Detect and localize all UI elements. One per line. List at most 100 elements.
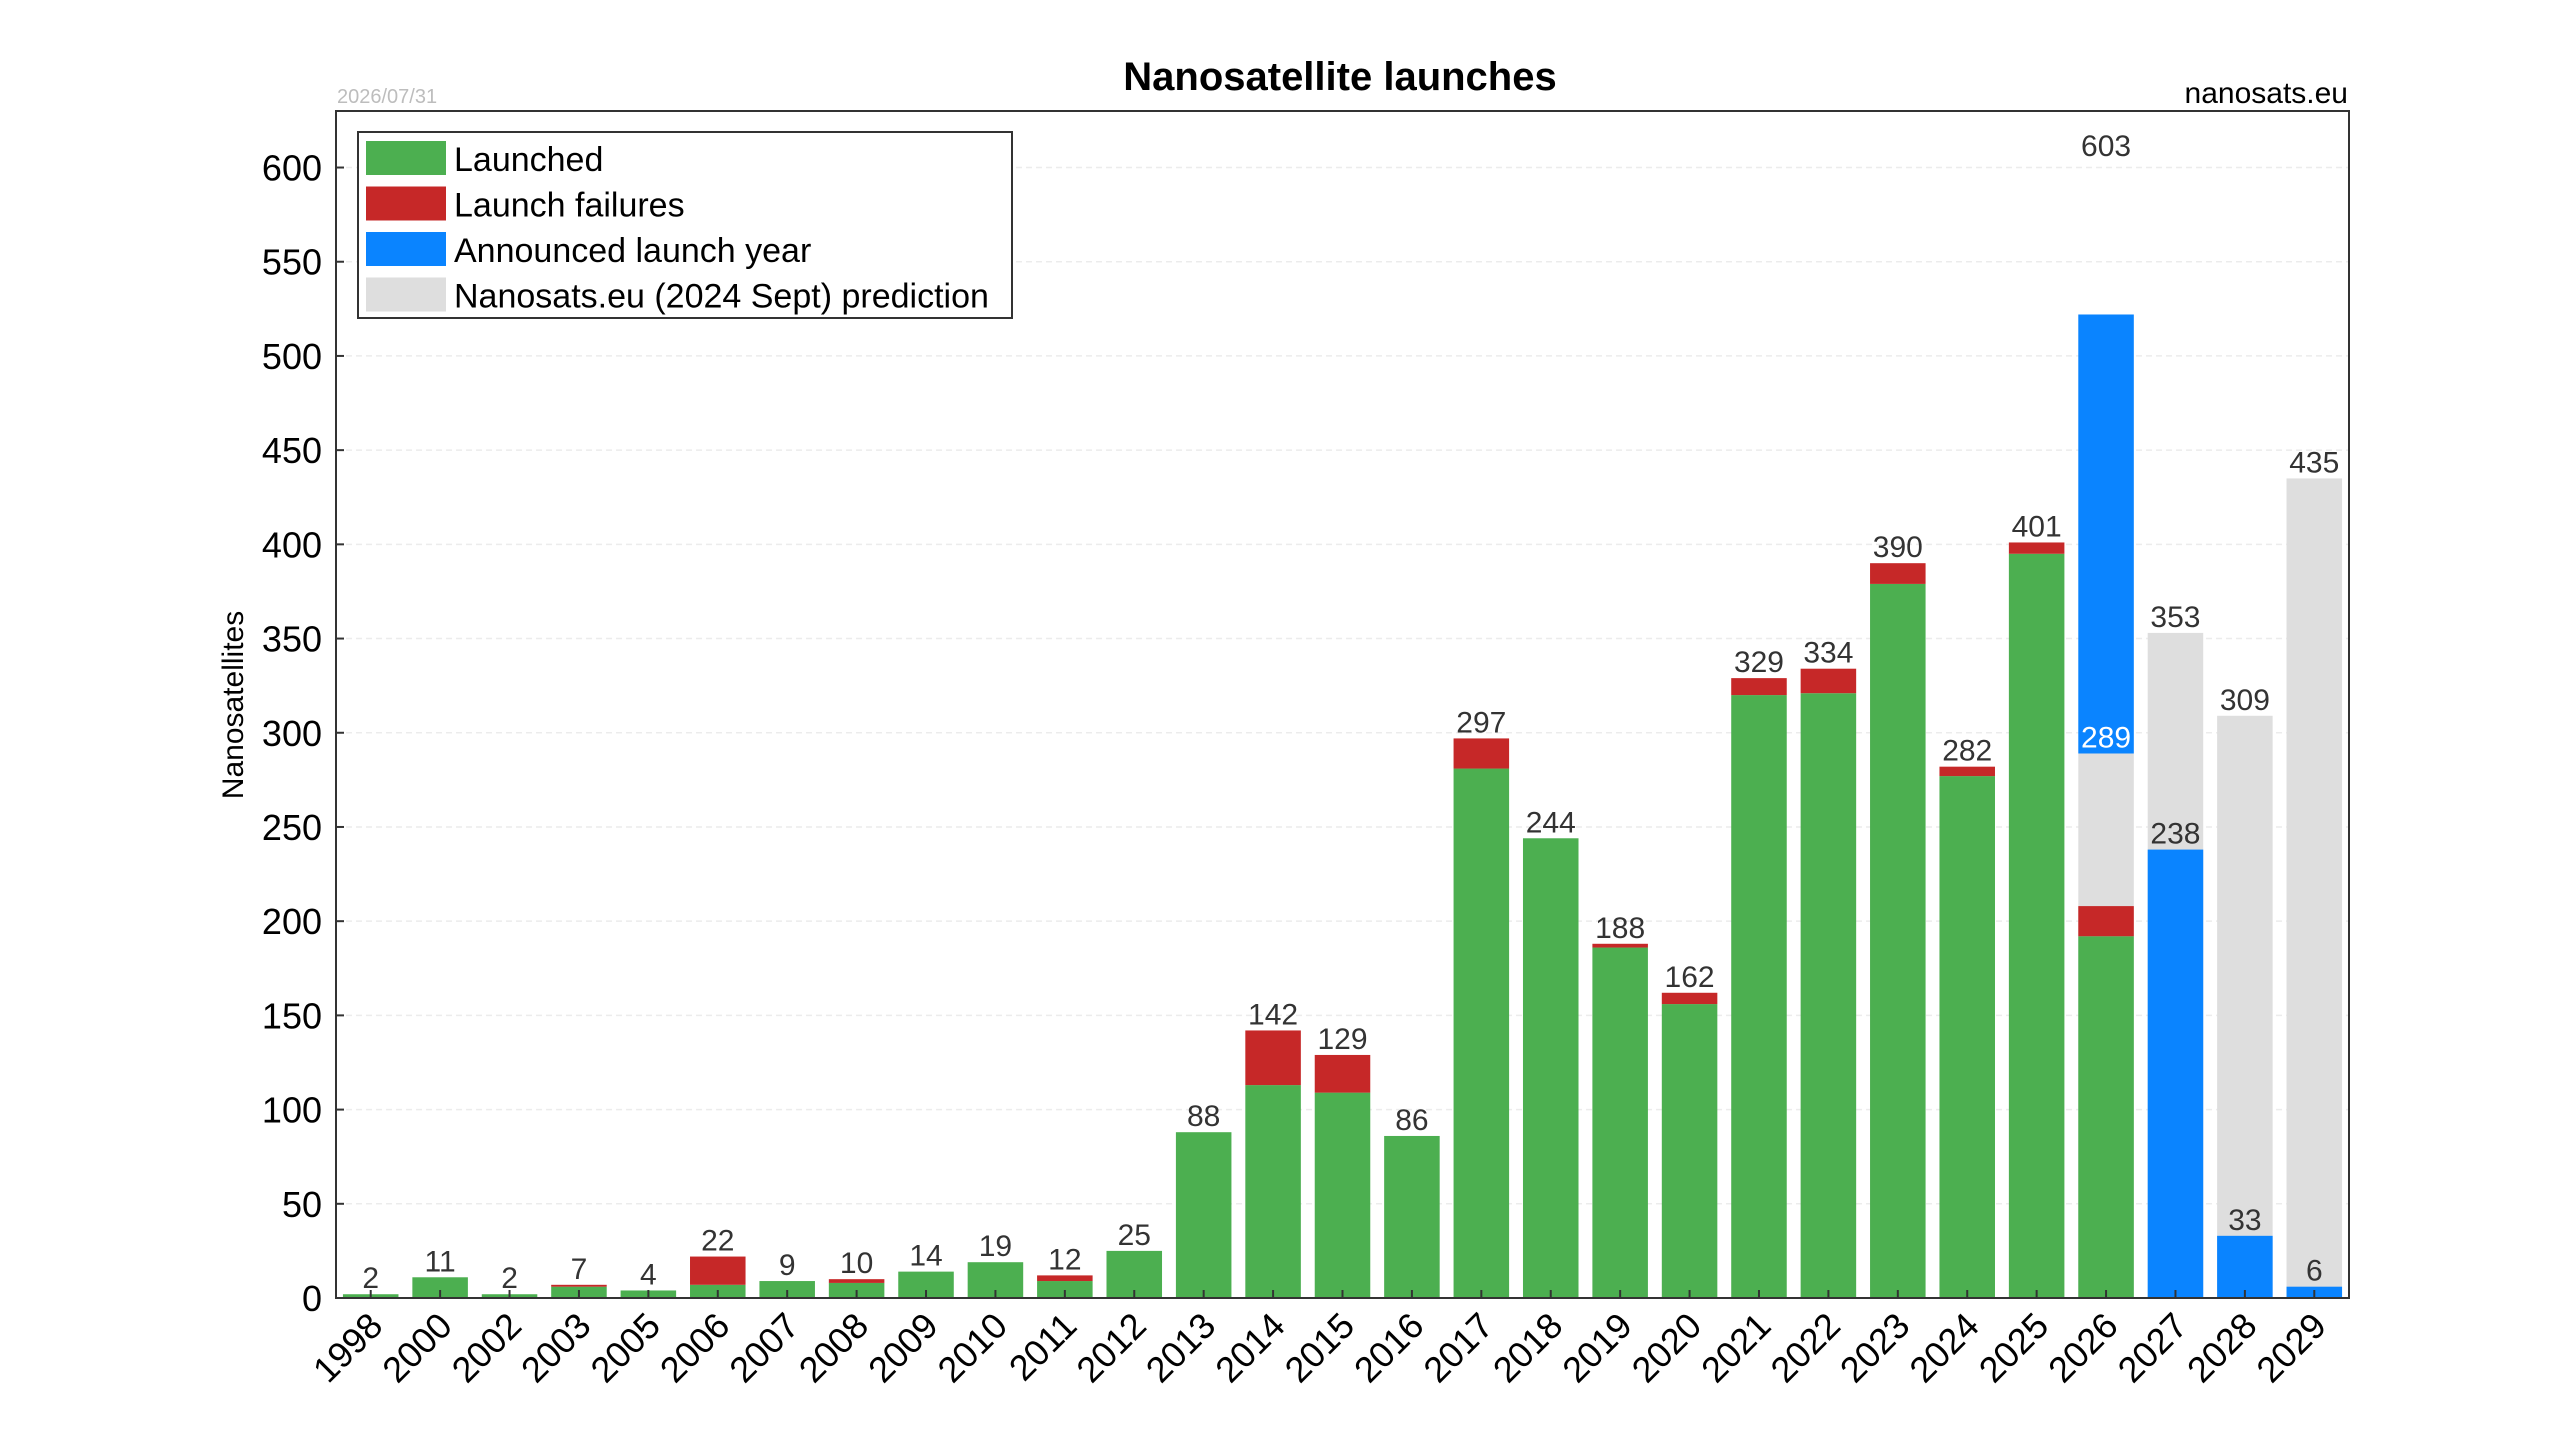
- data-label-2008-10: 10: [840, 1247, 873, 1280]
- data-label-2020-162: 162: [1665, 961, 1715, 994]
- y-tick-label-0: 0: [302, 1278, 322, 1319]
- data-label-2009-14: 14: [909, 1240, 942, 1273]
- bar-failures-2026: [2078, 906, 2134, 937]
- bar-failures-2020: [1661, 992, 1718, 1005]
- data-label-2000-11: 11: [425, 1245, 456, 1278]
- y-tick-label-500: 500: [262, 336, 322, 377]
- bar-launched-2013: [1175, 1132, 1232, 1298]
- data-label-2011-12: 12: [1048, 1243, 1081, 1276]
- data-label-1998-2: 2: [362, 1262, 379, 1295]
- bar-launched-2014: [1245, 1085, 1301, 1298]
- legend-label-0: Launched: [454, 141, 603, 179]
- legend: Launched Launch failures Announced launch …: [357, 131, 1013, 319]
- data-label-2022-334: 334: [1803, 637, 1853, 670]
- data-label-2021-329: 329: [1734, 646, 1784, 679]
- data-label-2019-188: 188: [1595, 912, 1645, 945]
- bar-prediction-2029: [2286, 478, 2343, 1298]
- bar-launched-2017: [1453, 768, 1510, 1298]
- bar-launched-2024: [1939, 776, 1995, 1298]
- data-label-2028-33: 33: [2228, 1204, 2261, 1237]
- y-tick-label-350: 350: [262, 619, 322, 660]
- legend-box: [357, 131, 1013, 319]
- bar-launched-2011: [1037, 1281, 1093, 1298]
- data-label-2029-6: 6: [2306, 1255, 2323, 1288]
- bar-launched-2023: [1870, 583, 1926, 1298]
- data-label-2016-86: 86: [1395, 1104, 1428, 1137]
- data-label-2026-289: 289: [2081, 721, 2131, 754]
- bar-failures-2003: [551, 1284, 607, 1287]
- data-label-2023-390: 390: [1873, 531, 1923, 564]
- y-tick-label-250: 250: [262, 807, 322, 848]
- y-tick-label-100: 100: [262, 1090, 322, 1131]
- data-label-2003-7: 7: [571, 1253, 588, 1286]
- legend-label-3: Nanosats.eu (2024 Sept) prediction: [454, 278, 989, 316]
- data-label-2012-25: 25: [1118, 1219, 1151, 1252]
- legend-swatch-1: [366, 186, 446, 221]
- y-tick-label-50: 50: [282, 1184, 322, 1225]
- data-label-2007-9: 9: [779, 1249, 796, 1282]
- legend-swatch-3: [366, 277, 446, 312]
- data-label-2029-435: 435: [2289, 446, 2339, 479]
- bar-failures-2019: [1592, 943, 1648, 948]
- y-tick-label-450: 450: [262, 430, 322, 471]
- data-label-2017-297: 297: [1456, 706, 1506, 739]
- bar-launched-2022: [1800, 693, 1857, 1298]
- bar-launched-2015: [1314, 1092, 1371, 1298]
- legend-swatch-2: [366, 232, 446, 266]
- bar-failures-2011: [1037, 1275, 1093, 1282]
- data-label-2010-19: 19: [979, 1230, 1012, 1263]
- bar-failures-2023: [1870, 563, 1926, 584]
- y-tick-label-200: 200: [262, 901, 322, 942]
- bar-failures-2025: [2008, 542, 2065, 554]
- data-label-2018-244: 244: [1526, 806, 1576, 839]
- data-label-2028-309: 309: [2220, 684, 2270, 717]
- bar-launched-2018: [1522, 838, 1579, 1298]
- data-label-2027-238: 238: [2150, 818, 2200, 851]
- bar-prediction-2028: [2217, 715, 2273, 1298]
- data-label-2013-88: 88: [1187, 1100, 1220, 1133]
- y-tick-label-300: 300: [262, 713, 322, 754]
- bar-failures-2015: [1314, 1054, 1371, 1093]
- bar-failures-2014: [1245, 1030, 1301, 1086]
- bar-launched-2021: [1731, 695, 1787, 1298]
- bar-announced-2027: [2147, 849, 2204, 1298]
- y-tick-label-150: 150: [262, 995, 322, 1036]
- bar-launched-2000: [412, 1277, 468, 1298]
- data-label-2006-22: 22: [701, 1225, 734, 1258]
- data-label-2015-129: 129: [1317, 1023, 1367, 1056]
- bars: [342, 314, 2343, 1298]
- legend-label-2: Announced launch year: [454, 232, 811, 270]
- bar-failures-2024: [1939, 766, 1995, 777]
- chart-title: Nanosatellite launches: [1123, 55, 1556, 99]
- source-label: nanosats.eu: [2185, 77, 2348, 110]
- data-label-2026-603: 603: [2081, 130, 2131, 163]
- bar-launched-2007: [759, 1281, 815, 1298]
- bar-failures-2017: [1453, 738, 1510, 769]
- bar-announced-2026: [2078, 314, 2134, 754]
- y-axis-ticks: 0 50 100 150 200 250 300 350 400 450 500 550 600: [262, 148, 344, 1319]
- y-tick-label-600: 600: [262, 148, 322, 189]
- bar-announced-2028: [2217, 1235, 2273, 1298]
- data-label-2024-282: 282: [1942, 735, 1992, 768]
- bar-failures-2008: [828, 1279, 885, 1283]
- data-label-2014-142: 142: [1248, 998, 1298, 1031]
- bar-launched-2019: [1592, 947, 1648, 1298]
- bar-launched-2020: [1661, 1004, 1718, 1298]
- bar-failures-2006: [690, 1256, 746, 1285]
- data-labels: 2 11 2 7 4 22 9 10 14 19 12 25 88 142 129 86 297 244 188 16…: [362, 130, 2339, 1295]
- y-axis-label: Nanosatellites: [217, 611, 250, 799]
- data-label-2002-2: 2: [501, 1262, 518, 1295]
- legend-swatch-0: [366, 141, 446, 175]
- data-label-2005-4: 4: [640, 1258, 657, 1291]
- y-tick-label-550: 550: [262, 242, 322, 283]
- bar-launched-2025: [2008, 553, 2065, 1298]
- date-stamp: 2026/07/31: [337, 86, 437, 108]
- y-tick-label-400: 400: [262, 524, 322, 565]
- data-label-2025-401: 401: [2012, 510, 2062, 543]
- bar-launched-2016: [1384, 1135, 1440, 1298]
- bar-failures-2021: [1731, 678, 1787, 696]
- legend-label-1: Launch failures: [454, 187, 685, 225]
- bar-launched-2026: [2078, 936, 2134, 1298]
- data-label-2027-353: 353: [2150, 601, 2200, 634]
